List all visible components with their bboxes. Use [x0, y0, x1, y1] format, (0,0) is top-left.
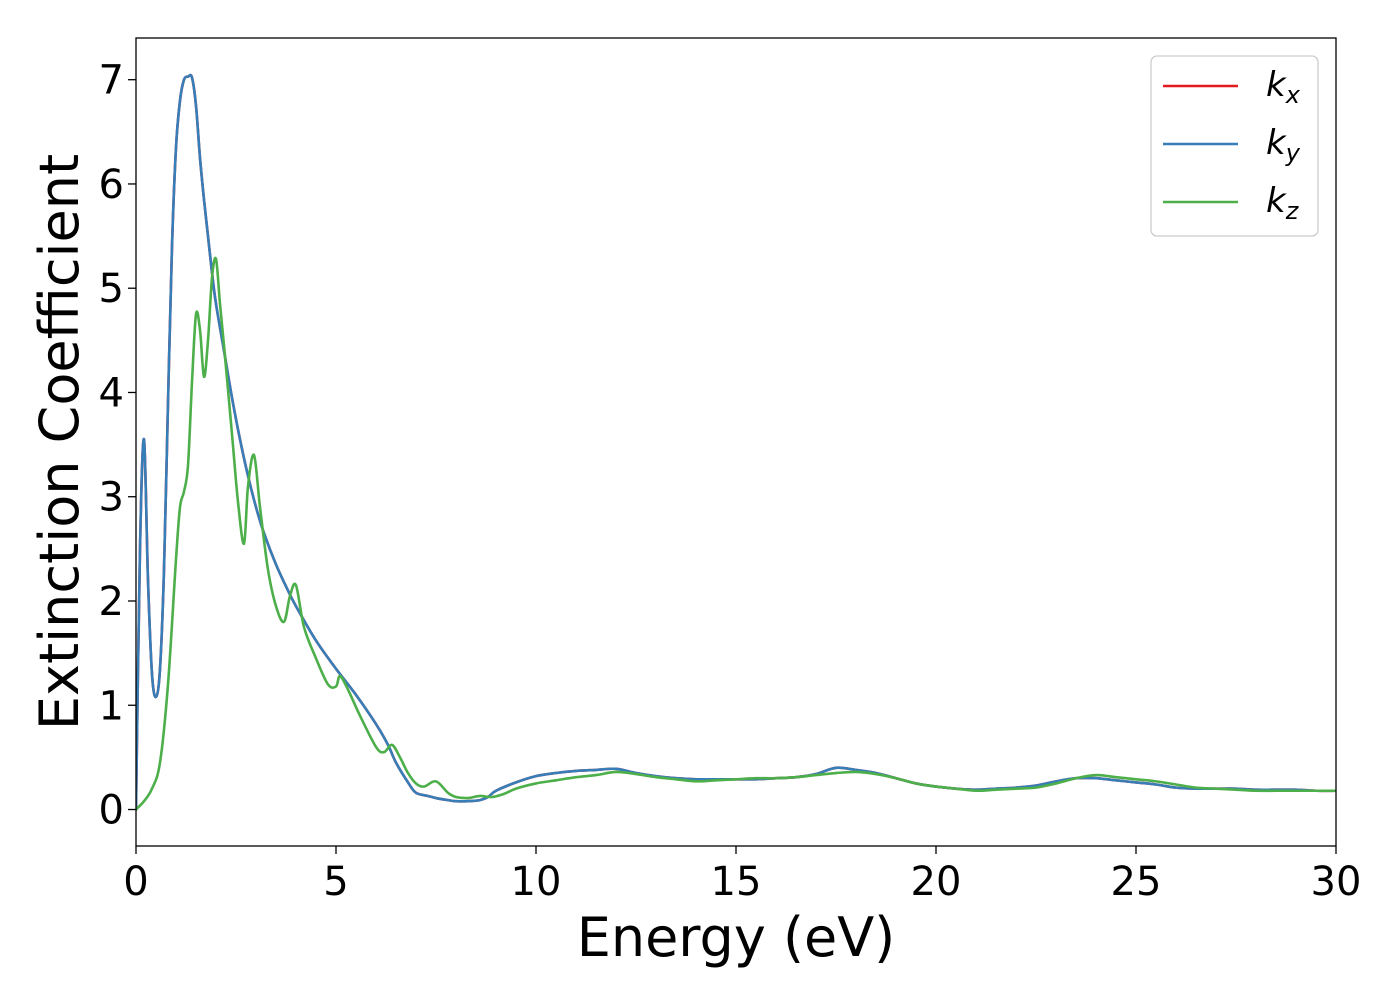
x-axis-ticks: 0 5 10 15 20 25 30: [123, 846, 1361, 905]
legend-label-base: k: [1266, 181, 1287, 221]
y-tick-label: 7: [99, 58, 124, 104]
x-tick-label: 20: [911, 859, 962, 905]
legend-label-k-x: kx: [1266, 65, 1301, 109]
legend-label-subscript: y: [1285, 139, 1301, 167]
y-tick-label: 3: [99, 475, 124, 521]
y-tick-label: 2: [99, 579, 124, 625]
y-axis-label: Extinction Coefficient: [28, 154, 91, 730]
x-tick-label: 10: [511, 859, 562, 905]
legend-label-k-y: ky: [1266, 123, 1301, 167]
legend-box: [1150, 55, 1319, 237]
x-tick-label: 25: [1111, 859, 1162, 905]
x-tick-label: 15: [711, 859, 762, 905]
y-axis-ticks: 0 1 2 3 4 5 6 7: [99, 58, 136, 834]
legend-label-base: k: [1266, 123, 1287, 163]
y-tick-label: 1: [99, 683, 124, 729]
x-tick-label: 0: [123, 859, 148, 905]
legend-label-base: k: [1266, 65, 1287, 105]
series-layer: [136, 73, 1336, 811]
y-tick-label: 0: [99, 788, 124, 834]
legend-label-subscript: z: [1285, 197, 1300, 225]
x-tick-label: 30: [1311, 859, 1362, 905]
y-tick-label: 4: [99, 370, 124, 416]
x-tick-label: 5: [323, 859, 348, 905]
x-axis-label: Energy (eV): [577, 906, 896, 969]
y-tick-label: 5: [99, 266, 124, 312]
series-line-k-z: [136, 256, 1336, 811]
legend-label-subscript: x: [1285, 81, 1301, 109]
series-line-k-y: [136, 73, 1336, 811]
legend-label-k-z: kz: [1266, 181, 1300, 225]
y-tick-label: 6: [99, 162, 124, 208]
